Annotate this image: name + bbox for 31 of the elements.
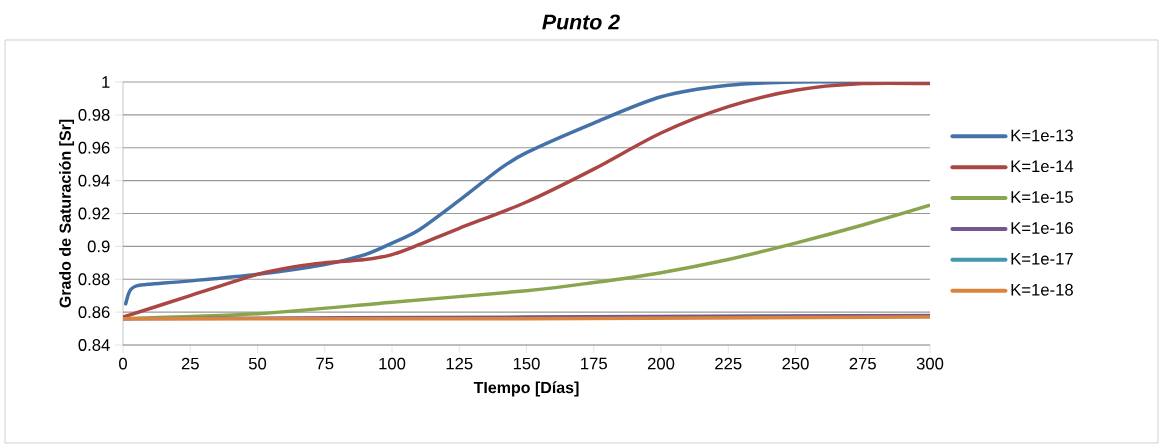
x-tick-label: 150 bbox=[513, 357, 540, 370]
legend-label: K=1e-18 bbox=[1011, 283, 1073, 296]
y-tick-label: 0.88 bbox=[78, 273, 110, 286]
y-axis-title: Grado de Saturación [Sr] bbox=[58, 119, 75, 308]
y-tick-label: 1 bbox=[102, 76, 110, 88]
x-tick-label: 100 bbox=[379, 357, 406, 370]
x-tick-label: 50 bbox=[248, 357, 267, 370]
y-tick-label: 0.92 bbox=[78, 207, 110, 220]
x-tick-label: 0 bbox=[119, 357, 127, 370]
y-tick-label: 0.86 bbox=[78, 306, 110, 319]
legend-label: K=1e-13 bbox=[1011, 129, 1073, 142]
x-tick-label: 225 bbox=[715, 357, 742, 370]
y-tick-label: 0.9 bbox=[87, 240, 110, 253]
x-axis-title: TIempo [Días] bbox=[473, 381, 579, 397]
y-tick-label: 0.98 bbox=[78, 108, 110, 121]
x-tick-label: 25 bbox=[181, 357, 199, 370]
legend-label: K=1e-14 bbox=[1011, 160, 1074, 173]
y-tick-label: 0.96 bbox=[78, 141, 110, 154]
x-tick-label: 125 bbox=[446, 357, 473, 370]
legend-label: K=1e-15 bbox=[1011, 191, 1073, 203]
x-tick-label: 175 bbox=[581, 357, 607, 370]
x-tick-label: 275 bbox=[849, 357, 876, 370]
legend-label: K=1e-16 bbox=[1011, 222, 1073, 234]
chart-title: Punto 2 bbox=[542, 14, 620, 30]
y-tick-label: 0.84 bbox=[78, 339, 110, 351]
x-tick-label: 75 bbox=[316, 357, 334, 370]
y-tick-label: 0.94 bbox=[78, 174, 110, 187]
x-tick-label: 300 bbox=[916, 357, 944, 370]
x-tick-label: 200 bbox=[647, 357, 675, 370]
legend-label: K=1e-17 bbox=[1011, 253, 1073, 265]
x-tick-label: 250 bbox=[782, 357, 809, 370]
